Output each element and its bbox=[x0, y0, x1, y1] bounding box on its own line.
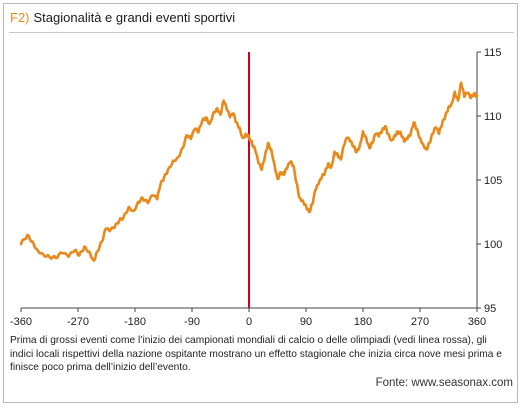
title-divider bbox=[9, 32, 514, 33]
x-tick-label: -90 bbox=[184, 316, 200, 328]
x-tick-label: 180 bbox=[354, 316, 372, 328]
x-tick-label: -180 bbox=[124, 316, 146, 328]
x-tick-label: -360 bbox=[10, 316, 32, 328]
y-tick-label: 115 bbox=[484, 47, 502, 59]
figure-caption: Prima di grossi eventi come l’inizio dei… bbox=[10, 335, 502, 373]
x-tick-label: 0 bbox=[246, 316, 252, 328]
figure-title-text: Stagionalità e grandi eventi sportivi bbox=[33, 10, 236, 25]
figure-title: F2) Stagionalità e grandi eventi sportivi bbox=[10, 10, 235, 25]
y-axis-ticks: 95 100 105 110 115 bbox=[477, 47, 502, 315]
plot-area: -360 -270 -180 -90 0 90 180 270 360 95 100 105 110 1… bbox=[10, 47, 502, 328]
y-tick-label: 100 bbox=[484, 239, 502, 251]
x-tick-label: -270 bbox=[67, 316, 89, 328]
figure-number: F2) bbox=[10, 10, 30, 25]
series-line bbox=[19, 81, 479, 262]
y-tick-label: 110 bbox=[484, 111, 502, 123]
x-tick-label: 360 bbox=[468, 316, 486, 328]
source-credit: Fonte: www.seasonax.com bbox=[375, 377, 513, 389]
y-tick-label: 105 bbox=[484, 175, 502, 187]
x-tick-label: 270 bbox=[411, 316, 429, 328]
x-axis-ticks: -360 -270 -180 -90 0 90 180 270 360 bbox=[10, 308, 486, 328]
x-tick-label: 90 bbox=[300, 316, 312, 328]
y-tick-label: 95 bbox=[484, 303, 496, 315]
figure-frame bbox=[3, 3, 518, 403]
